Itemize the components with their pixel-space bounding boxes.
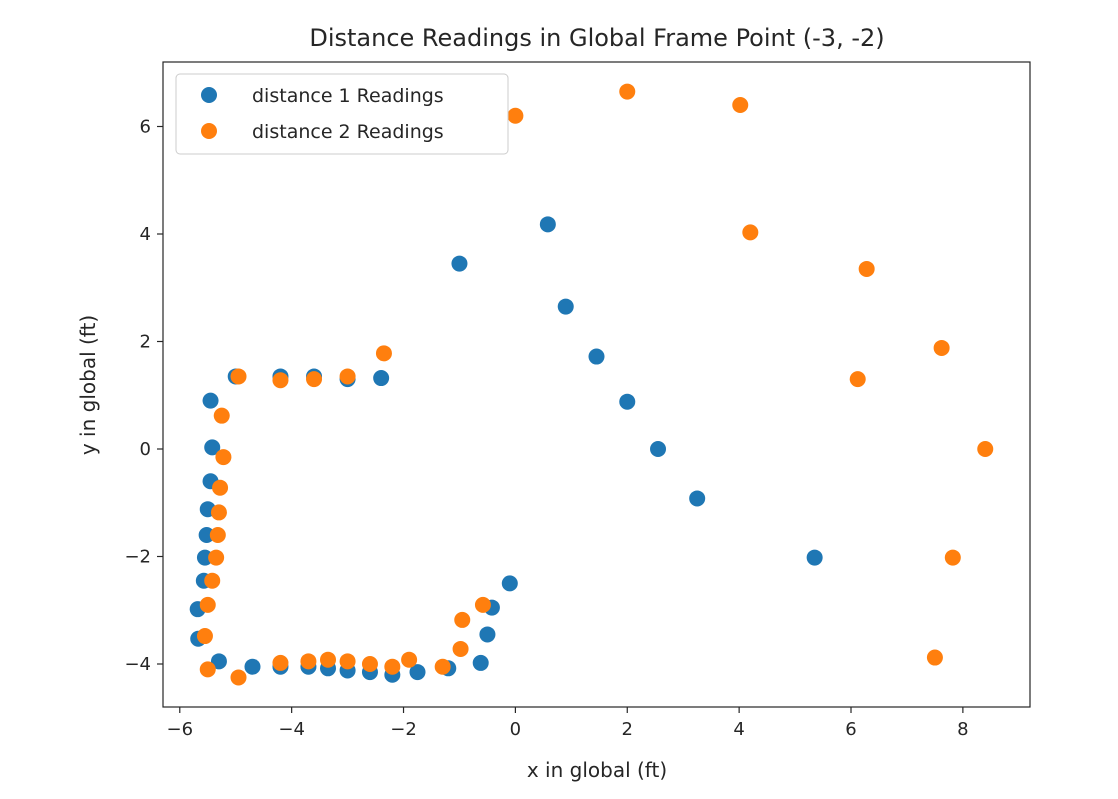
data-point — [858, 260, 875, 277]
y-tick-label: 2 — [140, 332, 151, 353]
data-point — [401, 651, 418, 668]
data-point — [196, 628, 213, 645]
data-point — [198, 527, 215, 543]
data-point — [454, 611, 471, 628]
data-point — [619, 393, 636, 410]
x-tick-label: 4 — [733, 719, 744, 740]
data-point — [204, 572, 221, 589]
data-point — [619, 83, 636, 100]
data-point — [472, 654, 489, 671]
plot-area — [162, 61, 1031, 708]
data-point — [209, 527, 226, 543]
x-axis-title: x in global (ft) — [527, 758, 667, 782]
data-point — [944, 549, 961, 566]
data-point — [539, 216, 556, 233]
data-point — [479, 626, 496, 643]
data-point — [375, 345, 392, 362]
x-tick-label: 2 — [622, 719, 633, 740]
data-point — [199, 661, 216, 678]
data-point — [210, 653, 227, 670]
x-tick-label: −6 — [167, 719, 194, 740]
data-point — [272, 372, 289, 389]
data-point — [373, 370, 390, 387]
y-tick-label: 6 — [140, 117, 151, 138]
data-point — [434, 658, 451, 675]
data-point — [210, 504, 227, 521]
x-tick-label: 8 — [957, 719, 968, 740]
data-point — [361, 656, 378, 672]
data-point — [384, 658, 401, 675]
chart-title: Distance Readings in Global Frame Point … — [309, 24, 884, 52]
legend: distance 1 Readings distance 2 Readings — [175, 73, 509, 155]
data-point — [849, 371, 866, 388]
data-point — [204, 439, 221, 456]
data-point — [507, 107, 524, 124]
plot-frame — [162, 61, 1031, 708]
x-tick-label: −4 — [278, 719, 305, 740]
data-point — [451, 255, 468, 272]
data-point — [215, 449, 232, 466]
data-point — [732, 97, 749, 113]
y-tick-label: −2 — [124, 547, 151, 568]
series-1 — [189, 216, 823, 683]
data-point — [213, 407, 230, 424]
data-point — [212, 479, 229, 496]
data-point — [409, 664, 426, 681]
data-point — [272, 654, 289, 671]
data-point — [501, 575, 518, 592]
data-point — [202, 392, 219, 409]
legend-label-series-2: distance 2 Readings — [252, 121, 444, 143]
y-axis-title: y in global (ft) — [76, 315, 100, 455]
data-point — [926, 649, 943, 666]
data-point — [474, 596, 491, 613]
data-point — [452, 640, 469, 657]
data-point — [230, 368, 247, 385]
y-tick-label: 4 — [140, 224, 151, 245]
data-point — [557, 298, 574, 315]
y-tick-label: −4 — [124, 654, 151, 675]
data-point — [320, 651, 337, 668]
x-tick-label: −2 — [390, 719, 417, 740]
points-layer — [189, 83, 994, 686]
data-point — [230, 669, 247, 686]
x-axis: −6 −4 −2 0 2 4 6 8 — [167, 707, 969, 740]
data-point — [977, 441, 994, 457]
data-point — [933, 339, 950, 356]
y-tick-label: 0 — [140, 439, 151, 460]
x-tick-label: 6 — [845, 719, 856, 740]
data-point — [244, 658, 261, 675]
legend-marker-series-1 — [201, 87, 217, 103]
legend-label-series-1: distance 1 Readings — [252, 85, 444, 107]
data-point — [650, 441, 667, 457]
legend-box — [175, 73, 509, 155]
data-point — [339, 653, 356, 670]
data-point — [196, 549, 213, 566]
x-tick-label: 0 — [510, 719, 521, 740]
data-point — [208, 549, 225, 566]
data-point — [588, 348, 605, 365]
legend-marker-series-2 — [201, 123, 217, 139]
data-point — [689, 490, 706, 507]
data-point — [199, 596, 216, 613]
data-point — [300, 653, 317, 670]
data-point — [306, 371, 323, 388]
data-point — [339, 368, 356, 385]
data-point — [742, 224, 759, 241]
data-point — [806, 549, 823, 566]
y-axis: −4 −2 0 2 4 6 — [124, 117, 163, 675]
series-2 — [196, 83, 994, 686]
